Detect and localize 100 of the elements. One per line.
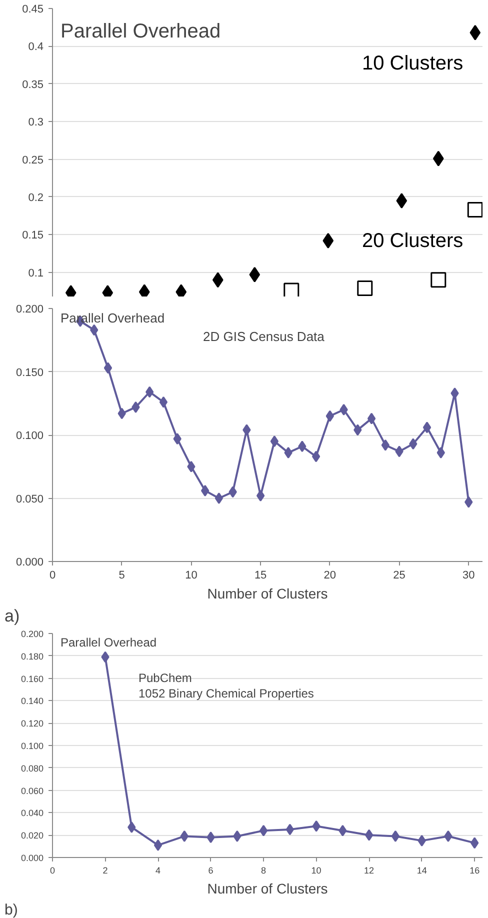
point [146, 386, 154, 398]
point [242, 424, 251, 436]
annotation: 2D GIS Census Data [203, 328, 326, 344]
point [118, 408, 126, 420]
annotation: PubChem [138, 671, 192, 686]
point [432, 150, 444, 166]
point [470, 24, 481, 40]
x-axis-title: Number of Clusters [207, 586, 328, 602]
point [132, 401, 140, 413]
point [180, 830, 188, 842]
y-tick-label: 0.040 [20, 808, 44, 818]
y-tick-label: 0.020 [20, 830, 44, 841]
point [286, 824, 294, 836]
y-tick-label: 0.4 [28, 41, 44, 54]
point [444, 830, 452, 842]
y-tick-label: 0.200 [16, 304, 44, 316]
point [396, 193, 408, 208]
y-tick-label: 0.000 [20, 853, 44, 863]
x-tick-label: 16 [470, 866, 480, 876]
point [326, 410, 334, 422]
x-tick-label: 14 [416, 866, 427, 876]
chart-title: Parallel Overhead [60, 310, 165, 326]
point [159, 396, 168, 408]
point [212, 272, 224, 288]
y-tick-label: 0.150 [16, 366, 44, 379]
x-tick-label: 25 [393, 570, 406, 582]
point [90, 324, 98, 336]
point [422, 422, 432, 434]
x-axis-title: Number of Clusters [207, 880, 328, 896]
point [104, 362, 112, 374]
x-tick-label: 12 [364, 866, 374, 876]
point [206, 832, 215, 844]
x-tick-label: 20 [324, 570, 336, 582]
y-tick-label: 0.120 [20, 718, 44, 729]
y-tick-label: 0.100 [16, 430, 44, 442]
point [128, 822, 136, 834]
point [322, 232, 334, 248]
point [312, 820, 320, 832]
point [418, 834, 426, 846]
y-tick-label: 0.15 [22, 230, 44, 242]
point [249, 266, 260, 282]
point [354, 424, 362, 436]
point [470, 837, 479, 849]
y-tick-label: 0.3 [28, 116, 44, 129]
series-label: 20 Clusters [362, 230, 464, 252]
point [340, 404, 348, 416]
point [391, 830, 400, 842]
point [259, 824, 268, 836]
x-tick-label: 10 [311, 866, 322, 876]
chart-title: Parallel Overhead [60, 636, 157, 650]
point [214, 492, 224, 504]
x-tick-label: 0 [49, 570, 56, 582]
y-tick-label: 0.050 [16, 493, 44, 506]
x-tick-label: 10 [185, 570, 198, 582]
y-tick-label: 0.35 [22, 78, 44, 91]
y-tick-label: 0.060 [20, 786, 44, 796]
y-tick-label: 0.160 [20, 674, 44, 684]
y-tick-label: 0.45 [22, 4, 44, 16]
x-tick-label: 15 [254, 570, 267, 582]
point [270, 436, 279, 448]
point [187, 460, 196, 472]
point [338, 824, 347, 836]
y-tick-label: 0.140 [20, 696, 44, 706]
y-tick-label: 0.100 [20, 741, 44, 751]
point [464, 496, 473, 508]
text: b) [4, 902, 18, 918]
point [284, 446, 292, 458]
point [312, 450, 320, 462]
point [367, 412, 376, 424]
x-tick-label: 4 [156, 866, 161, 876]
x-tick-label: 5 [118, 570, 125, 582]
point [101, 651, 110, 663]
point [228, 486, 237, 498]
x-tick-label: 2 [102, 866, 108, 876]
y-tick-label: 0.080 [20, 763, 44, 774]
x-tick-label: 8 [261, 866, 266, 876]
text: a) [4, 606, 20, 626]
y-tick-label: 0.1 [28, 267, 44, 280]
point [200, 484, 210, 496]
point [430, 272, 446, 288]
y-tick-label: 0.000 [16, 556, 44, 568]
x-tick-label: 30 [462, 570, 475, 582]
point [436, 446, 445, 458]
point [395, 446, 404, 458]
x-tick-label: 6 [208, 866, 214, 876]
y-tick-label: 0.200 [20, 629, 44, 639]
point [298, 440, 306, 452]
y-tick-label: 0.180 [20, 651, 44, 662]
point [364, 829, 374, 841]
point [381, 439, 390, 451]
point [467, 202, 482, 218]
annotation: 1052 Binary Chemical Properties [138, 686, 314, 701]
point [154, 839, 162, 851]
point [357, 280, 373, 296]
point [409, 438, 418, 450]
point [233, 830, 242, 842]
point [256, 490, 265, 502]
y-tick-label: 0.25 [22, 154, 44, 166]
point [284, 282, 300, 296]
series-label: 10 Clusters [362, 52, 464, 75]
